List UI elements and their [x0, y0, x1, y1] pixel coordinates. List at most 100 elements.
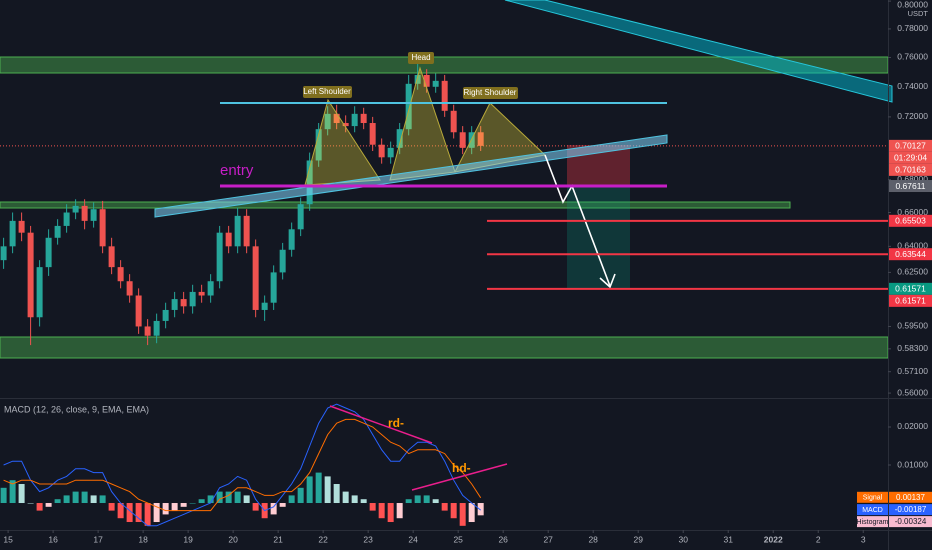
x-tick-label: 16 — [48, 534, 58, 544]
price-badge: 0.70163 — [895, 165, 926, 175]
candle-body — [144, 326, 151, 336]
histogram-bar — [0, 487, 7, 504]
candle-body — [279, 249, 286, 273]
label-box — [463, 87, 518, 99]
price-badge: 0.61571 — [895, 284, 926, 294]
y-tick-label: 0.57100 — [897, 366, 928, 376]
histogram-bar — [396, 503, 403, 519]
candle-body — [216, 232, 223, 282]
histogram-bar — [351, 495, 358, 504]
candle-body — [171, 299, 178, 310]
histogram-bar — [243, 495, 250, 504]
histogram-bar — [63, 495, 70, 504]
histogram-bar — [18, 484, 25, 504]
left-shoulder-label: Left Shoulder — [303, 87, 351, 96]
x-tick-label: 29 — [633, 534, 643, 544]
x-tick-label: 20 — [228, 534, 238, 544]
candle-body — [414, 74, 421, 84]
price-badge-bg — [889, 248, 932, 261]
histogram-bar — [81, 491, 88, 504]
countdown-badge: 01:29:04 — [894, 153, 927, 163]
candle-body — [225, 232, 232, 247]
candle-body — [162, 309, 169, 321]
histogram-bar — [153, 503, 160, 523]
histogram-bar — [450, 503, 457, 519]
x-tick-label: 26 — [498, 534, 508, 544]
y-tick-label: 0.64000 — [897, 241, 928, 251]
candle-body — [36, 267, 43, 318]
arrow-head — [599, 273, 616, 289]
target-zone — [567, 185, 630, 289]
y-tick-label: 0.59500 — [897, 321, 928, 331]
price-badge-bg — [889, 180, 932, 193]
label-box — [408, 52, 434, 64]
histogram-bar — [225, 491, 232, 504]
legend-name: Histogram — [857, 519, 889, 526]
macd-line — [3, 403, 482, 527]
legend-name-bg — [857, 516, 888, 528]
candle-body — [45, 237, 52, 268]
histogram-bar — [207, 495, 214, 504]
x-tick-label: 2022 — [764, 534, 783, 544]
head-label: Head — [411, 53, 430, 62]
histogram-bar — [9, 480, 16, 504]
candle-body — [261, 302, 268, 310]
candle-body — [27, 232, 34, 318]
value-badge-bg — [889, 491, 932, 503]
histogram-bar — [126, 503, 133, 523]
y-tick-label: 0.62500 — [897, 267, 928, 277]
y-tick-label: 0.80000 — [897, 0, 928, 9]
value-badge-bg — [889, 516, 932, 528]
candle-body — [396, 129, 403, 148]
x-tick-label: 2 — [816, 534, 821, 544]
histogram-bar — [468, 503, 475, 523]
histogram-bar — [72, 491, 79, 504]
candle-body — [333, 113, 340, 124]
y-tick-label: 0.58300 — [897, 343, 928, 353]
candle-body — [207, 281, 214, 296]
histogram-bar — [54, 499, 61, 504]
value-badge-bg — [889, 504, 932, 516]
candle-body — [360, 113, 367, 124]
marks — [0, 63, 484, 527]
histogram-bar — [279, 503, 286, 507]
candle-body — [18, 220, 25, 233]
x-tick-label: 21 — [273, 534, 283, 544]
hd-label: hd- — [452, 461, 471, 475]
x-tick-label: 31 — [723, 534, 733, 544]
histogram-bar — [288, 495, 295, 504]
candle-body — [72, 205, 79, 213]
price-badge: 0.61571 — [895, 296, 926, 306]
histogram-bar — [441, 503, 448, 511]
candle-body — [126, 281, 133, 296]
candle-body — [288, 229, 295, 250]
candle-body — [351, 113, 358, 127]
histogram-bar — [459, 503, 466, 526]
histogram-bar — [36, 503, 43, 511]
y-tick-label: 0.68000 — [897, 174, 928, 184]
support-zone — [0, 336, 889, 359]
candle-body — [441, 80, 448, 111]
candle-body — [63, 212, 70, 226]
legend-name: Signal — [863, 495, 883, 502]
price-badge-bg — [889, 139, 932, 152]
y-tick-label: 0.66000 — [897, 207, 928, 217]
rd-label: rd- — [388, 416, 404, 430]
histogram-bar — [423, 495, 430, 504]
price-badge: 0.65503 — [895, 216, 926, 226]
histogram-bar — [387, 503, 394, 523]
price-badge-bg — [889, 214, 932, 227]
candle-body — [423, 74, 430, 87]
candle-body — [180, 299, 187, 307]
candle-body — [387, 147, 394, 158]
price-badge: 0.63544 — [895, 249, 926, 259]
candle-body — [153, 320, 160, 336]
histogram-bar — [108, 503, 115, 511]
candle-body — [405, 83, 412, 130]
histogram-bar — [324, 476, 331, 504]
right-shoulder-label: Right Shoulder — [464, 88, 517, 97]
candle-body — [135, 295, 142, 327]
candle-body — [378, 144, 385, 158]
histogram-bar — [198, 499, 205, 504]
